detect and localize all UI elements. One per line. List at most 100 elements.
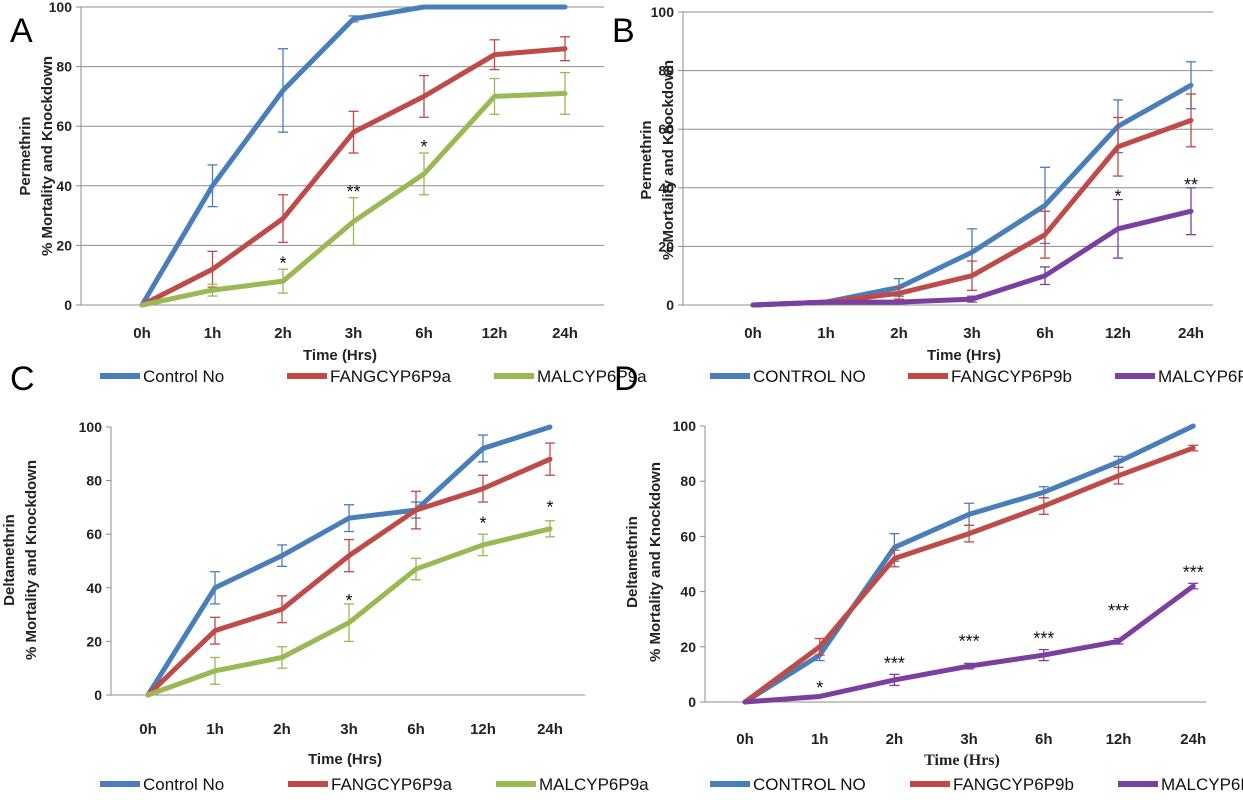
y-tick-label: 100 (49, 0, 73, 15)
x-tick-label: 2h (886, 731, 904, 748)
y-axis-title-line2: % Mortality and Knockdown (660, 60, 677, 260)
significance-marker: *** (959, 631, 980, 651)
y-tick-label: 0 (94, 687, 102, 703)
x-tick-label: 24h (1180, 731, 1206, 748)
series-2 (742, 582, 1199, 705)
x-tick-label: 6h (1035, 731, 1053, 748)
y-tick-label: 0 (64, 297, 72, 313)
legend-label: MALCYP6P9a (537, 367, 647, 386)
legend-label: MALCYP6P9b (1158, 367, 1243, 386)
panel-letter: A (10, 12, 33, 50)
legend-label: FANGCYP6P9b (953, 775, 1074, 794)
y-tick-label: 80 (56, 59, 72, 75)
series-0 (750, 61, 1196, 308)
significance-marker: *** (1033, 629, 1054, 649)
y-tick-label: 0 (688, 694, 696, 710)
series-line (139, 46, 568, 308)
y-tick-label: 20 (680, 639, 696, 655)
y-tick-label: 20 (86, 633, 102, 649)
panel-letter: B (612, 12, 635, 50)
x-axis-title: Time (Hrs) (927, 347, 1001, 364)
x-tick-label: 12h (1105, 325, 1131, 342)
legend-label: MALCYP6P9a (539, 775, 649, 794)
y-axis-title-line1: Deltamethrin (1, 514, 18, 606)
x-tick-label: 12h (470, 721, 496, 738)
y-tick-label: 100 (79, 419, 103, 435)
panel-c: C 0 20 40 60 80 100 0h 1h 2h 3h 6h 12h 24h Deltamethri… (1, 360, 649, 794)
series-1 (145, 442, 555, 698)
x-tick-label: 3h (963, 325, 981, 342)
panel-b: B 0 20 40 60 80 100 0h 1h 2h 3h 6h 12h 24h Permethrin%… (612, 4, 1243, 386)
series-2 (145, 520, 555, 698)
x-axis-title: Time (Hrs) (924, 752, 1000, 769)
x-tick-label: 1h (204, 325, 222, 342)
x-tick-label: 2h (890, 325, 908, 342)
legend-label: FANGCYP6P9b (951, 367, 1072, 386)
x-tick-label: 6h (1036, 325, 1054, 342)
y-tick-label: 40 (56, 178, 72, 194)
y-tick-label: 60 (86, 526, 102, 542)
x-tick-label: 2h (273, 721, 291, 738)
panel-letter: D (614, 360, 639, 398)
series-1 (750, 93, 1196, 308)
x-tick-label: 2h (274, 325, 292, 342)
x-tick-label: 0h (736, 731, 754, 748)
legend-label: FANGCYP6P9a (330, 367, 451, 386)
y-tick-label: 60 (680, 528, 696, 544)
y-axis-title-line1: Permethrin (17, 116, 34, 195)
legend-label: Control No (143, 367, 224, 386)
y-tick-label: 40 (658, 180, 674, 196)
series-2 (750, 187, 1196, 308)
series-line (750, 117, 1194, 308)
legend-label: MALCYP6P9b (1161, 775, 1243, 794)
x-tick-label: 12h (1106, 731, 1132, 748)
x-tick-label: 1h (206, 721, 224, 738)
x-tick-label: 0h (744, 325, 762, 342)
series-line (145, 456, 553, 698)
legend-label: FANGCYP6P9a (331, 775, 452, 794)
x-tick-label: 6h (407, 721, 425, 738)
y-axis-title-line2: % Mortality and Knockdown (647, 462, 664, 662)
series-0 (139, 4, 568, 308)
significance-marker: *** (884, 653, 905, 673)
x-tick-label: 1h (817, 325, 835, 342)
x-tick-label: 24h (1178, 325, 1204, 342)
x-axis-title: Time (Hrs) (308, 751, 382, 768)
y-tick-label: 60 (658, 121, 674, 137)
x-tick-label: 24h (552, 325, 578, 342)
legend-label: CONTROL NO (753, 367, 866, 386)
y-tick-label: 40 (680, 584, 696, 600)
y-axis-title-line2: % Mortality and Knockdown (39, 56, 56, 256)
x-tick-label: 3h (345, 325, 363, 342)
y-axis-title-line2: % Mortality and Knockdown (23, 460, 40, 660)
y-tick-label: 100 (651, 4, 675, 20)
y-tick-label: 100 (673, 418, 697, 434)
series-1 (742, 444, 1199, 705)
x-tick-label: 1h (811, 731, 829, 748)
significance-marker: * (816, 678, 823, 698)
y-tick-label: 40 (86, 580, 102, 596)
x-tick-label: 24h (537, 721, 563, 738)
y-tick-label: 20 (56, 237, 72, 253)
significance-marker: * (546, 497, 553, 517)
y-tick-label: 80 (86, 473, 102, 489)
panel-a: A 0 20 40 60 80 100 0h 1h 2h 3h 6h 12h 24h Permethrin%… (10, 0, 647, 386)
significance-marker: * (479, 513, 486, 533)
significance-marker: ** (1184, 175, 1198, 195)
legend-label: Control No (143, 775, 224, 794)
x-tick-label: 3h (340, 721, 358, 738)
significance-marker: *** (1183, 562, 1204, 582)
panel-d: D 0 20 40 60 80 100 0h 1h 2h 3h 6h 12h 24h Deltamethri… (614, 360, 1243, 794)
series-2 (139, 71, 570, 308)
x-tick-label: 0h (139, 721, 157, 738)
panel-letter: C (10, 360, 35, 398)
series-1 (139, 36, 570, 308)
x-tick-label: 3h (960, 731, 978, 748)
significance-marker: * (279, 253, 286, 273)
y-axis-title-line1: Deltamethrin (624, 516, 641, 608)
significance-marker: ** (346, 182, 360, 202)
y-tick-label: 60 (56, 118, 72, 134)
y-tick-label: 20 (658, 238, 674, 254)
significance-marker: *** (1108, 601, 1129, 621)
